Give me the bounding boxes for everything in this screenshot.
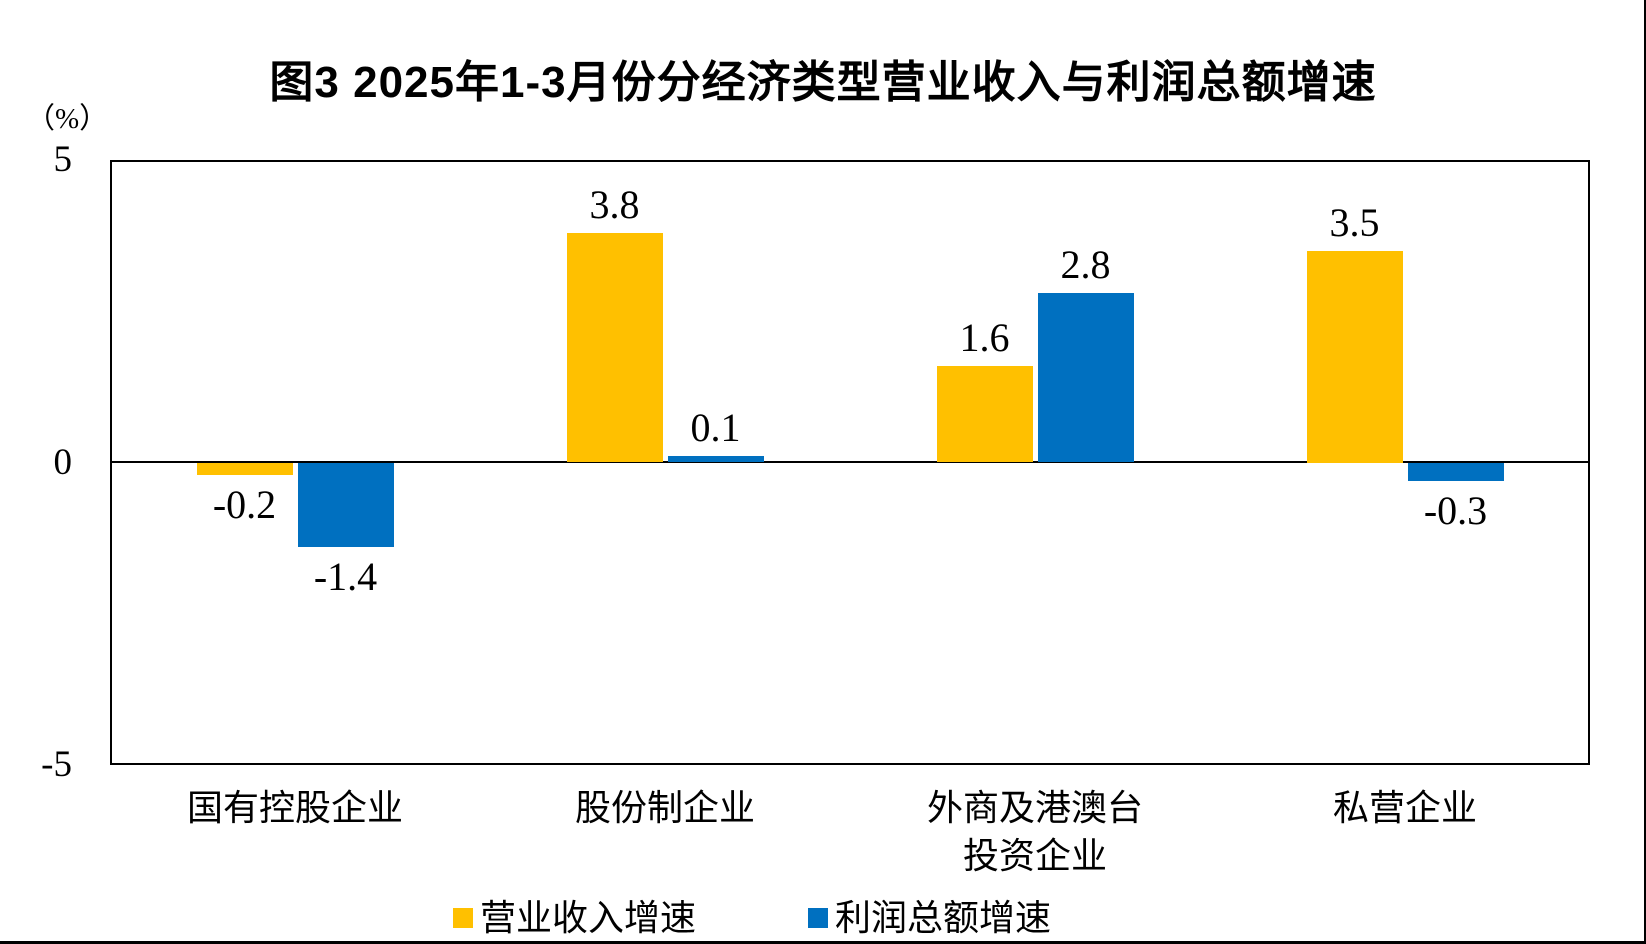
y-tick-5: 5 xyxy=(53,139,73,180)
category-label-line: 投资企业 xyxy=(962,836,1107,876)
profit-growth-bar-0 xyxy=(297,462,394,548)
profit-growth-value-label-3: -0.3 xyxy=(1423,487,1488,533)
revenue-growth-value-label-0: -0.2 xyxy=(212,481,277,527)
category-label-3: 私营企业 xyxy=(1220,784,1590,832)
revenue-growth-value-label-3: 3.5 xyxy=(1329,199,1380,245)
y-axis-unit-label: （%） xyxy=(26,103,109,135)
page-border-bottom xyxy=(0,941,1646,944)
category-label-0: 国有控股企业 xyxy=(110,784,480,832)
profit-growth-value-label-1: 0.1 xyxy=(690,405,741,451)
category-label-line: 私营企业 xyxy=(1332,788,1477,828)
plot-area: -0.2 3.8 1.6 3.5 -1.4 0.1 2.8 -0.3 xyxy=(110,160,1590,765)
category-label-2: 外商及港澳台 投资企业 xyxy=(850,784,1220,880)
profit-growth-value-label-0: -1.4 xyxy=(313,554,378,600)
category-label-line: 外商及港澳台 xyxy=(926,788,1143,828)
revenue-growth-bar-3 xyxy=(1306,250,1403,463)
legend-label-revenue-growth: 营业收入增速 xyxy=(480,898,697,938)
profit-growth-bar-3 xyxy=(1407,462,1504,481)
profit-growth-bar-1 xyxy=(667,456,764,463)
chart-title: 图3 2025年1-3月份分经济类型营业收入与利润总额增速 xyxy=(269,58,1377,107)
profit-growth-bar-2 xyxy=(1037,293,1134,463)
profit-growth-value-label-2: 2.8 xyxy=(1060,242,1111,288)
zero-baseline xyxy=(110,461,1590,463)
category-label-1: 股份制企业 xyxy=(480,784,850,832)
revenue-growth-bar-0 xyxy=(196,462,293,475)
revenue-growth-bar-1 xyxy=(566,232,663,463)
category-label-line: 国有控股企业 xyxy=(186,788,403,828)
revenue-growth-value-label-2: 1.6 xyxy=(959,314,1010,360)
category-label-line: 股份制企业 xyxy=(574,788,755,828)
legend-item-revenue-growth: 营业收入增速 xyxy=(453,900,696,936)
legend-swatch-revenue-growth xyxy=(453,908,473,928)
legend-swatch-profit-growth xyxy=(808,908,828,928)
legend-item-profit-growth: 利润总额增速 xyxy=(808,900,1051,936)
y-tick-0: 0 xyxy=(53,441,73,483)
revenue-growth-value-label-1: 3.8 xyxy=(589,181,640,227)
y-tick--5: -5 xyxy=(41,744,72,785)
revenue-growth-bar-2 xyxy=(936,365,1033,463)
legend-label-profit-growth: 利润总额增速 xyxy=(835,898,1052,938)
page-border-right xyxy=(1644,0,1646,944)
